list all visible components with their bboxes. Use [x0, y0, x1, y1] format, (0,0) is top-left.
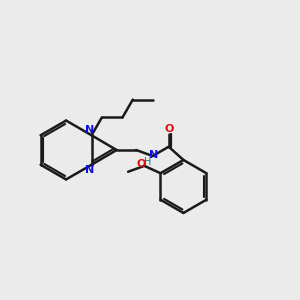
Text: N: N	[85, 165, 95, 175]
Text: O: O	[136, 158, 146, 169]
Text: N: N	[148, 150, 158, 161]
Text: H: H	[144, 157, 151, 167]
Text: O: O	[164, 124, 173, 134]
Text: N: N	[85, 125, 95, 135]
